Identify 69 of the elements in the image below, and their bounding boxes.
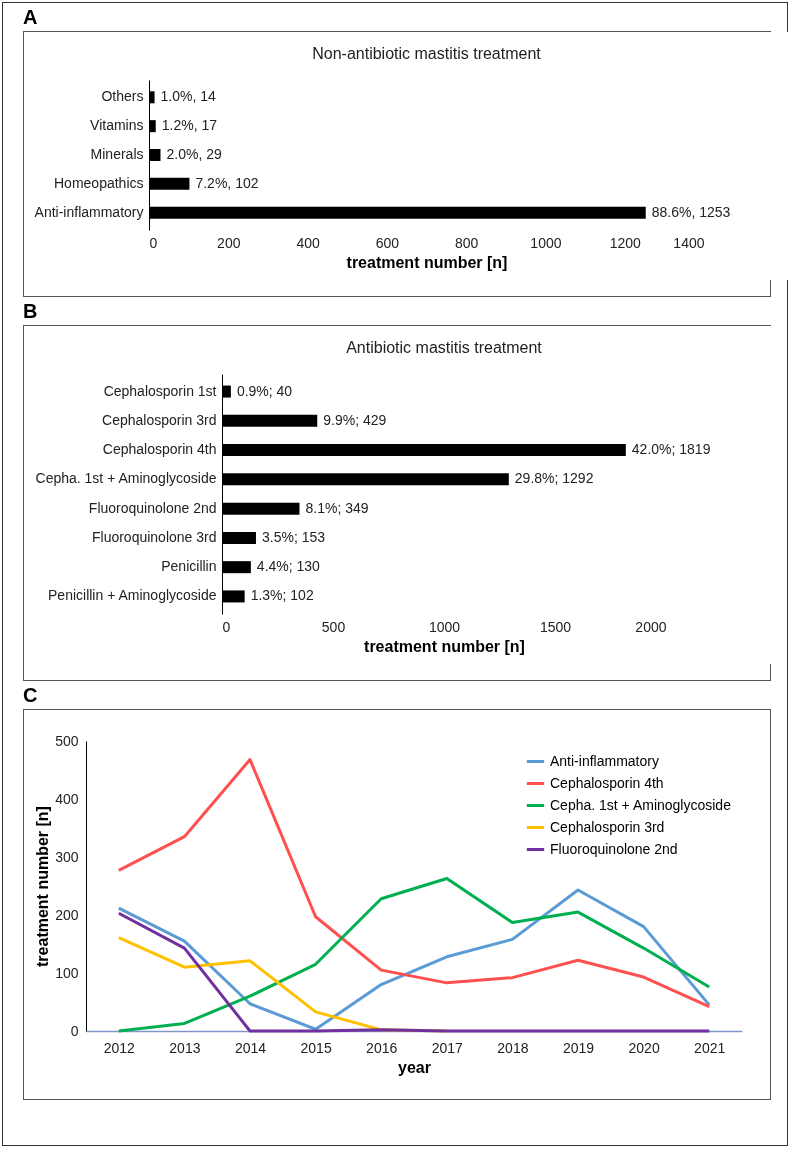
legend-label: Cephalosporin 4th <box>550 774 664 791</box>
y-tick-label: Anti-inflammatory <box>34 203 144 220</box>
data-label: 4.4%; 130 <box>256 558 321 575</box>
y-tick-label: 100 <box>55 964 79 981</box>
x-axis-title: year <box>398 1058 431 1076</box>
data-label: 0.9%; 40 <box>236 382 293 399</box>
legend-label: Anti-inflammatory <box>550 752 659 769</box>
y-tick-label: 200 <box>55 906 79 923</box>
x-tick-label: 2013 <box>169 1039 201 1056</box>
x-tick-label: 2017 <box>431 1039 464 1056</box>
x-tick-label: 2020 <box>628 1039 660 1056</box>
x-tick-label: 2016 <box>366 1039 398 1056</box>
text: A <box>23 5 39 30</box>
x-tick-label: 600 <box>375 234 400 251</box>
x-tick-label: 2018 <box>497 1039 529 1056</box>
legend-label: Fluoroquinolone 2nd <box>550 840 678 857</box>
data-label: 29.8%; 1292 <box>514 470 594 487</box>
data-label: 3.5%; 153 <box>261 528 326 545</box>
data-label: 9.9%; 429 <box>323 411 387 428</box>
y-tick-label: Cephalosporin 3rd <box>102 411 217 428</box>
y-tick-label: 500 <box>55 732 79 749</box>
line-series <box>117 911 711 1033</box>
y-tick-label: Minerals <box>90 146 144 162</box>
data-label: 2.0%, 29 <box>166 146 222 162</box>
x-tick-label: 0 <box>222 618 231 635</box>
y-tick-label: Penicillin <box>161 558 217 575</box>
x-tick-label: 2012 <box>103 1039 136 1056</box>
x-tick-label: 1400 <box>673 234 705 251</box>
x-tick-label: 2021 <box>694 1039 726 1056</box>
legend-label: Cepha. 1st + Aminoglycoside <box>550 796 732 813</box>
chart-title: Non-antibiotic mastitis treatment <box>312 45 542 62</box>
y-tick-label: Others <box>101 88 144 105</box>
x-axis-title: treatment number [n] <box>346 253 508 271</box>
x-tick-label: 800 <box>454 234 479 251</box>
x-tick-label: 2019 <box>562 1039 595 1056</box>
y-tick-label: 0 <box>70 1022 79 1039</box>
text: B <box>23 299 39 324</box>
x-tick-label: 400 <box>296 234 320 251</box>
y-tick-label: Vitamins <box>90 117 144 134</box>
x-axis-title: treatment number [n] <box>364 637 525 655</box>
y-tick-label: Fluoroquinolone 3rd <box>91 528 217 545</box>
chart-title: Antibiotic mastitis treatment <box>346 339 543 356</box>
y-tick-label: Homeopathics <box>54 174 144 191</box>
y-tick-label: Cephalosporin 4th <box>102 441 217 458</box>
y-axis-title: treatment number [n] <box>34 806 52 967</box>
x-tick-label: 1000 <box>530 234 562 251</box>
data-label: 1.3%; 102 <box>250 587 314 604</box>
y-tick-label: Cephalosporin 1st <box>103 382 217 399</box>
x-tick-label: 200 <box>217 234 241 251</box>
x-tick-label: 1500 <box>539 618 572 635</box>
y-tick-label: Cepha. 1st + Aminoglycoside <box>35 470 217 487</box>
y-tick-label: Fluoroquinolone 2nd <box>88 499 217 516</box>
text: C <box>23 683 39 708</box>
x-tick-label: 2014 <box>234 1039 267 1056</box>
data-label: 7.2%, 102 <box>195 174 259 191</box>
legend-label: Cephalosporin 3rd <box>550 818 665 835</box>
data-label: 1.2%, 17 <box>161 117 218 134</box>
data-label: 8.1%; 349 <box>305 499 369 516</box>
y-tick-label: Penicillin + Aminoglycoside <box>48 587 217 604</box>
data-label: 1.0%, 14 <box>160 88 217 105</box>
x-tick-label: 2000 <box>635 618 667 635</box>
x-tick-label: 1000 <box>428 618 461 635</box>
data-label: 42.0%; 1819 <box>631 441 711 458</box>
y-tick-label: 400 <box>55 790 79 807</box>
x-tick-label: 2015 <box>300 1039 332 1056</box>
x-tick-label: 500 <box>321 618 346 635</box>
y-tick-label: 300 <box>55 848 79 865</box>
data-label: 88.6%, 1253 <box>651 203 731 220</box>
x-tick-label: 1200 <box>609 234 641 251</box>
